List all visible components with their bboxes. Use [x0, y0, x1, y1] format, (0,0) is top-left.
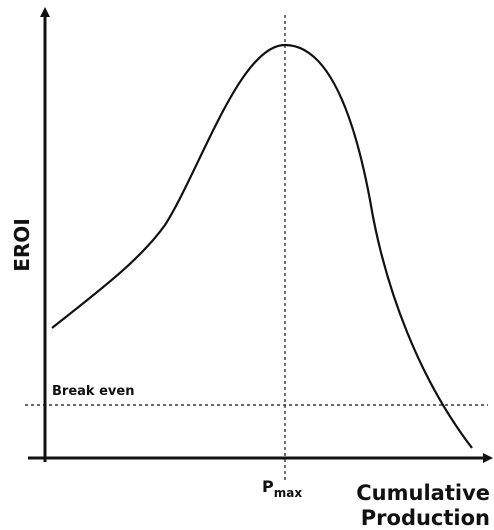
pmax-label: Pmax — [262, 477, 302, 500]
y-axis-label: EROI — [10, 218, 34, 272]
pmax-subscript: max — [274, 486, 303, 500]
x-axis-label: Cumulative — [356, 481, 490, 505]
eroi-curve — [51, 43, 473, 449]
break-even-label: Break even — [52, 384, 134, 399]
pmax-base: P — [262, 477, 274, 496]
x-axis-label: Production — [361, 506, 490, 530]
